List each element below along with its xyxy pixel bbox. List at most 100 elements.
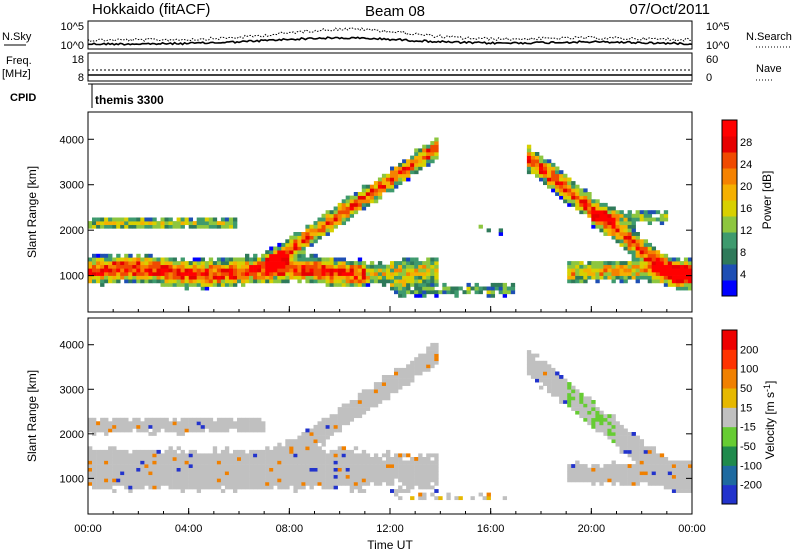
velocity-cell	[337, 478, 343, 483]
velocity-cell	[623, 474, 628, 479]
x-tick-label: 00:00	[74, 523, 102, 535]
velocity-cell	[160, 481, 165, 486]
velocity-cell	[233, 421, 238, 426]
power-cell	[365, 282, 371, 287]
velocity-cell	[188, 474, 194, 479]
power-cell	[297, 235, 302, 240]
velocity-cell	[647, 446, 653, 451]
velocity-cell	[116, 421, 121, 426]
power-cell	[611, 210, 616, 215]
velocity-cell	[188, 424, 194, 429]
velocity-cell	[333, 471, 338, 476]
velocity-cell	[148, 481, 153, 486]
power-cell	[144, 257, 149, 262]
velocity-colorbar-tick: -50	[740, 441, 756, 453]
power-cell	[220, 279, 226, 284]
power-cell	[635, 232, 640, 236]
power-cell	[583, 206, 588, 211]
power-cell	[603, 232, 608, 236]
velocity-cell	[245, 424, 250, 429]
power-cell	[281, 246, 286, 251]
velocity-cell	[241, 467, 246, 472]
velocity-cell	[172, 457, 177, 461]
velocity-cell	[599, 417, 604, 422]
power-cell	[301, 239, 306, 244]
power-cell	[426, 148, 431, 153]
velocity-cell	[418, 492, 423, 497]
power-cell	[313, 253, 318, 258]
velocity-cell	[168, 428, 173, 433]
velocity-cell	[261, 485, 266, 490]
velocity-cell	[555, 385, 560, 390]
velocity-cell	[245, 467, 250, 472]
velocity-cell	[349, 453, 355, 458]
velocity-cell	[599, 424, 604, 429]
velocity-cell	[635, 460, 640, 465]
velocity-cell	[289, 474, 294, 479]
power-cell	[261, 264, 266, 269]
power-cell	[595, 261, 600, 266]
velocity-cell	[349, 449, 355, 454]
power-cell	[426, 282, 431, 287]
velocity-cell	[124, 460, 129, 465]
velocity-cell	[220, 481, 226, 486]
power-cell	[212, 221, 218, 226]
power-cell	[623, 272, 628, 276]
power-cell	[571, 264, 576, 269]
velocity-cell	[253, 449, 258, 454]
power-cell	[228, 224, 234, 229]
nsky-panel: N.Sky 10^5 10^0 10^5 10^0 N.Search	[2, 20, 792, 52]
power-cell	[635, 272, 640, 276]
velocity-cell	[220, 453, 226, 458]
power-cell	[233, 257, 238, 262]
power-cell	[381, 173, 387, 178]
velocity-colorbar-label: Velocity [m s-1]	[762, 381, 777, 460]
velocity-cell	[623, 435, 628, 440]
velocity-cell	[418, 467, 423, 472]
velocity-cell	[329, 485, 334, 490]
power-cell	[353, 210, 359, 215]
power-cell	[591, 264, 596, 269]
velocity-cell	[679, 471, 685, 476]
power-cell	[631, 257, 636, 262]
power-cell	[245, 279, 250, 284]
velocity-cell	[559, 396, 564, 401]
power-cell	[595, 272, 600, 276]
power-cell	[289, 261, 294, 266]
power-cell	[168, 224, 173, 229]
velocity-cell	[224, 457, 230, 461]
velocity-cell	[688, 464, 693, 468]
velocity-cell	[144, 474, 149, 479]
velocity-cell	[208, 464, 214, 468]
velocity-cell	[583, 464, 588, 468]
velocity-cell	[281, 464, 286, 468]
velocity-cell	[567, 392, 572, 397]
power-cell	[410, 155, 415, 160]
velocity-cell	[547, 385, 552, 390]
velocity-cell	[112, 453, 117, 458]
power-cell	[390, 261, 395, 266]
power-cell	[200, 282, 206, 287]
velocity-cell	[402, 375, 407, 379]
power-cell	[184, 275, 189, 280]
velocity-cell	[615, 421, 620, 426]
velocity-cell	[297, 449, 302, 454]
power-cell	[333, 257, 338, 262]
velocity-cell	[426, 485, 431, 490]
velocity-cell	[148, 460, 153, 465]
velocity-cell	[309, 464, 314, 468]
velocity-cell	[639, 453, 645, 458]
velocity-cell	[176, 485, 181, 490]
velocity-cell	[100, 449, 105, 454]
power-cell	[466, 290, 471, 295]
velocity-cell	[369, 392, 375, 397]
power-cell	[535, 166, 540, 171]
velocity-cell	[237, 421, 242, 426]
power-cell	[530, 159, 536, 164]
power-cell	[671, 264, 677, 269]
power-cell	[530, 155, 536, 160]
velocity-cell	[418, 367, 423, 372]
power-cell	[241, 272, 246, 276]
power-cell	[228, 272, 234, 276]
velocity-cell	[446, 496, 451, 501]
